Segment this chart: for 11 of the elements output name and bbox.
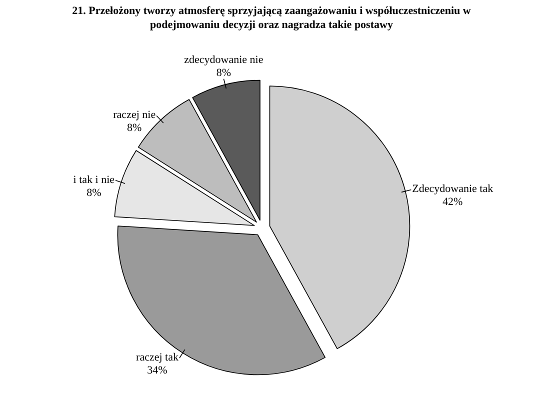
data-label: 8% [86,186,102,199]
chart-title: 21. Przełożony tworzy atmosferę sprzyjającą zaangażowaniu i współuczestniczeniu w podejmowaniu decyzji oraz nagradza takie postawy [72,5,471,31]
slice-label: zdecydowanie nie [184,54,264,66]
data-label: 34% [147,364,168,377]
slice-label: Zdecydowanie tak [412,183,494,196]
data-label: 8% [216,66,232,79]
slice-label: raczej nie [113,109,156,122]
data-label: 42% [442,196,463,208]
slice-label: i tak i nie [73,174,115,186]
slice-label: raczej tak [136,352,179,364]
data-label: 8% [127,122,142,134]
